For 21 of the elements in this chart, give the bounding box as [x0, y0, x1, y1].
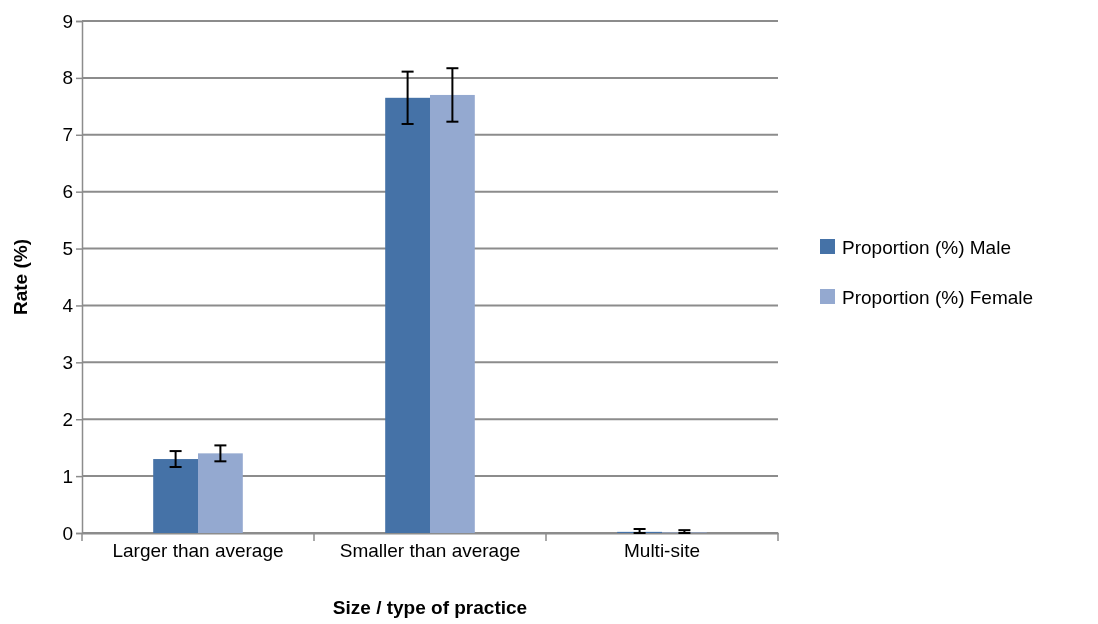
x-tick-label: Smaller than average	[339, 539, 521, 561]
y-tick-label: 2	[62, 408, 73, 430]
y-tick-label: 3	[62, 351, 73, 373]
y-tick-label: 1	[62, 465, 73, 487]
x-tick-label: Multi-site	[623, 539, 701, 561]
bar	[430, 94, 475, 533]
y-tick-label: 8	[62, 67, 73, 89]
y-tick-label: 6	[62, 181, 73, 203]
x-axis-title: Size / type of practice	[332, 597, 528, 618]
legend-label: Proportion (%) Male	[842, 236, 1011, 258]
y-tick-label: 9	[62, 10, 73, 32]
y-axis-title: Rate (%)	[10, 238, 31, 316]
bar	[153, 459, 198, 533]
y-tick-label: 5	[62, 238, 73, 260]
y-tick-label: 4	[62, 295, 74, 317]
bar	[385, 97, 430, 533]
legend-label: Proportion (%) Female	[842, 286, 1034, 308]
bar	[198, 453, 243, 533]
x-tick-label: Larger than average	[112, 539, 284, 561]
y-tick-label: 0	[62, 522, 73, 544]
y-tick-label: 7	[62, 124, 73, 146]
